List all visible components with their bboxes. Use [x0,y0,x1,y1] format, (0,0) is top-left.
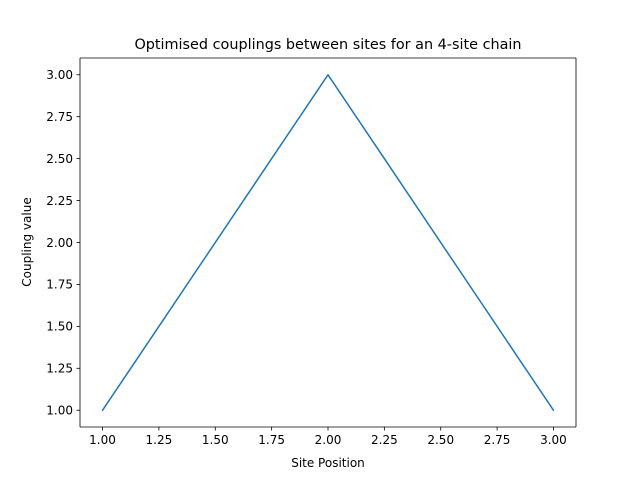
y-axis-label: Coupling value [20,197,34,286]
y-tick-label: 2.00 [46,236,73,250]
chart-title: Optimised couplings between sites for an… [134,37,521,53]
x-tick-label: 2.25 [371,433,398,447]
x-axis-label: Site Position [291,456,365,470]
series-line-0 [101,74,555,412]
x-tick-label: 2.75 [484,433,511,447]
x-tick-label: 1.25 [146,433,173,447]
y-tick-label: 1.25 [46,362,73,376]
x-tick-label: 2.00 [315,433,342,447]
x-tick-label: 1.50 [202,433,229,447]
x-tick-label: 1.00 [89,433,116,447]
y-tick-label: 2.25 [46,194,73,208]
y-tick-label: 1.00 [46,404,73,418]
x-tick-label: 1.75 [258,433,285,447]
y-tick-label: 1.50 [46,320,73,334]
y-tick-label: 3.00 [46,68,73,82]
y-tick-label: 1.75 [46,278,73,292]
plot-area: 1.00 1.25 1.50 1.75 2.00 2.25 2.50 2.75 3.00 1.00… [46,57,577,447]
y-tick-label: 2.50 [46,152,73,166]
y-tick-label: 2.75 [46,110,73,124]
x-tick-label: 2.50 [427,433,454,447]
x-tick-label: 3.00 [540,433,567,447]
